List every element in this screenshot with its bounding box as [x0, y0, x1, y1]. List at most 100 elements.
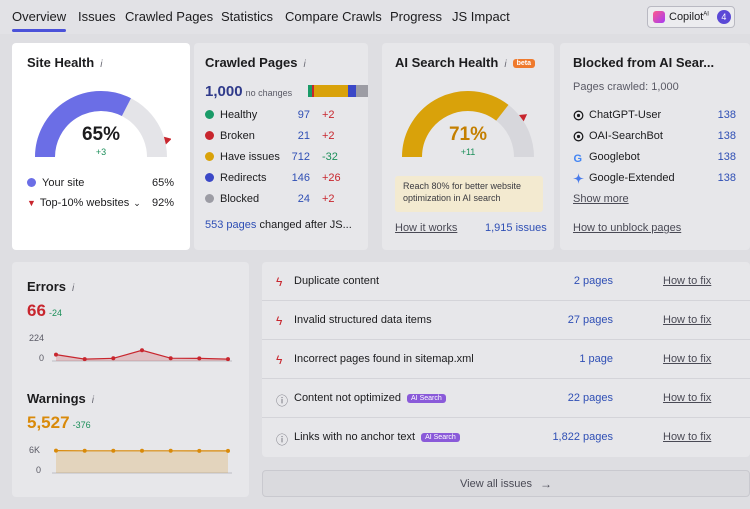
- tab-compare-crawls[interactable]: Compare Crawls: [285, 9, 382, 24]
- info-circle-icon: ⓘ: [276, 433, 289, 447]
- sparkline-point: [226, 448, 230, 453]
- sparkline-point: [111, 448, 116, 453]
- sparkline-point: [140, 448, 144, 453]
- issue-text: Incorrect pages found in sitemap.xml: [294, 353, 474, 365]
- issue-row[interactable]: ⓘ Links with no anchor text AI Search 1,822…: [262, 418, 750, 457]
- issue-row[interactable]: ϟ Invalid structured data items 27 pages Ho…: [262, 301, 750, 340]
- view-all-issues-button[interactable]: View all issues →: [262, 470, 750, 497]
- site-health-gauge: [35, 91, 171, 158]
- chevron-down-icon: ⌄: [133, 198, 141, 208]
- info-icon: i: [303, 59, 306, 70]
- tab-crawled-pages[interactable]: Crawled Pages: [125, 9, 214, 24]
- show-more-link[interactable]: Show more: [573, 193, 629, 205]
- tab-overview[interactable]: Overview: [12, 9, 67, 32]
- warnings-sparkline: [52, 448, 232, 474]
- issue-count-link[interactable]: 27 pages: [567, 314, 613, 326]
- how-to-fix-link[interactable]: How to fix: [663, 353, 712, 365]
- crawled-row-value[interactable]: 97: [297, 109, 310, 121]
- tab-statistics[interactable]: Statistics: [221, 9, 274, 24]
- error-icon: ϟ: [276, 314, 283, 328]
- warnings-value-row: 5,527 -376: [27, 413, 91, 433]
- issue-row[interactable]: ⓘ Content not optimized AI Search 22 pages H…: [262, 379, 750, 418]
- ai-search-badge: AI Search: [421, 433, 460, 442]
- sparkline-point: [197, 448, 202, 453]
- triangle-down-icon: ▼: [27, 198, 36, 208]
- errors-sparkline: [52, 348, 232, 362]
- benchmark-marker-icon: [163, 136, 171, 145]
- sparkline-point: [54, 352, 58, 357]
- sparkline-point: [140, 348, 144, 353]
- crawled-row-delta: +26: [322, 172, 341, 184]
- copilot-logo-icon: [653, 11, 665, 23]
- info-icon: i: [100, 59, 103, 70]
- openai-icon: [573, 131, 584, 145]
- copilot-count-badge: 4: [716, 10, 731, 24]
- issue-row[interactable]: ϟ Duplicate content 2 pages How to fix: [262, 262, 750, 301]
- crawled-row-value[interactable]: 24: [297, 193, 310, 205]
- tab-issues[interactable]: Issues: [78, 9, 116, 24]
- status-dot-icon: [205, 152, 214, 161]
- status-dot-icon: [205, 131, 214, 140]
- how-to-fix-link[interactable]: How to fix: [663, 314, 712, 326]
- bot-value[interactable]: 138: [717, 109, 736, 121]
- tab-progress[interactable]: Progress: [390, 9, 443, 24]
- site-health-title: Site Health i: [27, 55, 103, 70]
- how-to-unblock-link[interactable]: How to unblock pages: [573, 222, 682, 234]
- issue-count-link[interactable]: 1,822 pages: [552, 431, 613, 443]
- info-icon: i: [504, 59, 507, 70]
- errors-ymax: 224: [29, 333, 45, 343]
- bot-value[interactable]: 138: [717, 172, 736, 184]
- target-marker-icon: [519, 114, 528, 122]
- issue-row[interactable]: ϟ Incorrect pages found in sitemap.xml 1 p…: [262, 340, 750, 379]
- issues-list-card: [262, 262, 750, 457]
- issue-count-link[interactable]: 22 pages: [567, 392, 613, 404]
- crawled-pages-title: Crawled Pages i: [205, 55, 306, 70]
- crawled-row-delta: +2: [322, 109, 335, 121]
- site-health-delta: +3: [95, 147, 107, 157]
- bot-name: ChatGPT-User: [589, 109, 662, 121]
- crawled-row-value[interactable]: 146: [291, 172, 310, 184]
- ai-search-health-card: AI Search Health i beta 71% +11 Reach 80% …: [382, 43, 554, 250]
- issue-count-link[interactable]: 2 pages: [573, 275, 613, 287]
- ai-health-gauge: [402, 91, 534, 158]
- issue-count-link[interactable]: 1 page: [579, 353, 613, 365]
- how-to-fix-link[interactable]: How to fix: [663, 392, 712, 404]
- bot-name: Googlebot: [589, 151, 640, 163]
- errors-value-row: 66 -24: [27, 301, 62, 321]
- crawled-row-value[interactable]: 712: [291, 151, 310, 163]
- how-it-works-link[interactable]: How it works: [395, 222, 458, 234]
- bot-value[interactable]: 138: [717, 151, 736, 163]
- openai-icon: [573, 110, 584, 124]
- status-dot-icon: [205, 173, 214, 182]
- blocked-subtitle: Pages crawled: 1,000: [573, 81, 679, 93]
- crawled-pages-card: Crawled Pages i 1,000 no changes Healthy 9…: [194, 43, 368, 250]
- legend-top-10[interactable]: ▼ Top-10% websites ⌄: [27, 197, 141, 209]
- how-to-fix-link[interactable]: How to fix: [663, 431, 712, 443]
- sparkline-point: [82, 357, 87, 362]
- changed-pages-link[interactable]: 553 pages: [205, 219, 257, 231]
- tab-js-impact[interactable]: JS Impact: [452, 9, 510, 24]
- ai-search-health-title: AI Search Health i beta: [395, 55, 535, 70]
- ai-issues-link[interactable]: 1,915 issues: [485, 222, 547, 234]
- gemini-icon: [573, 173, 584, 187]
- bot-value[interactable]: 138: [717, 130, 736, 142]
- svg-text:G: G: [574, 153, 583, 163]
- error-icon: ϟ: [276, 353, 283, 367]
- how-to-fix-link[interactable]: How to fix: [663, 275, 712, 287]
- site-health-card[interactable]: Site Health i 65% +3 Your site 65% ▼ Top-1…: [12, 43, 190, 250]
- errors-warnings-card: Errors i 66 -24 224 0 Warnings i 5,527 -37…: [12, 262, 249, 497]
- top-nav: Overview Issues Crawled Pages Statistics…: [0, 0, 750, 34]
- crawled-row-value[interactable]: 21: [297, 130, 310, 142]
- blocked-ai-card: Blocked from AI Sear... Pages crawled: 1…: [560, 43, 750, 250]
- beta-badge: beta: [512, 59, 535, 68]
- your-site-dot-icon: [27, 178, 36, 187]
- info-icon: i: [91, 395, 94, 406]
- copilot-button[interactable]: CopilotAI 4: [647, 6, 735, 28]
- top-10-value: 92%: [152, 197, 175, 209]
- errors-title: Errors i: [27, 279, 75, 294]
- errors-delta: -24: [48, 308, 62, 318]
- ai-search-badge: AI Search: [407, 394, 446, 403]
- warnings-ymax: 6K: [29, 445, 41, 455]
- crawled-row-label: Have issues: [205, 151, 280, 163]
- ai-health-percent: 71%: [448, 124, 488, 145]
